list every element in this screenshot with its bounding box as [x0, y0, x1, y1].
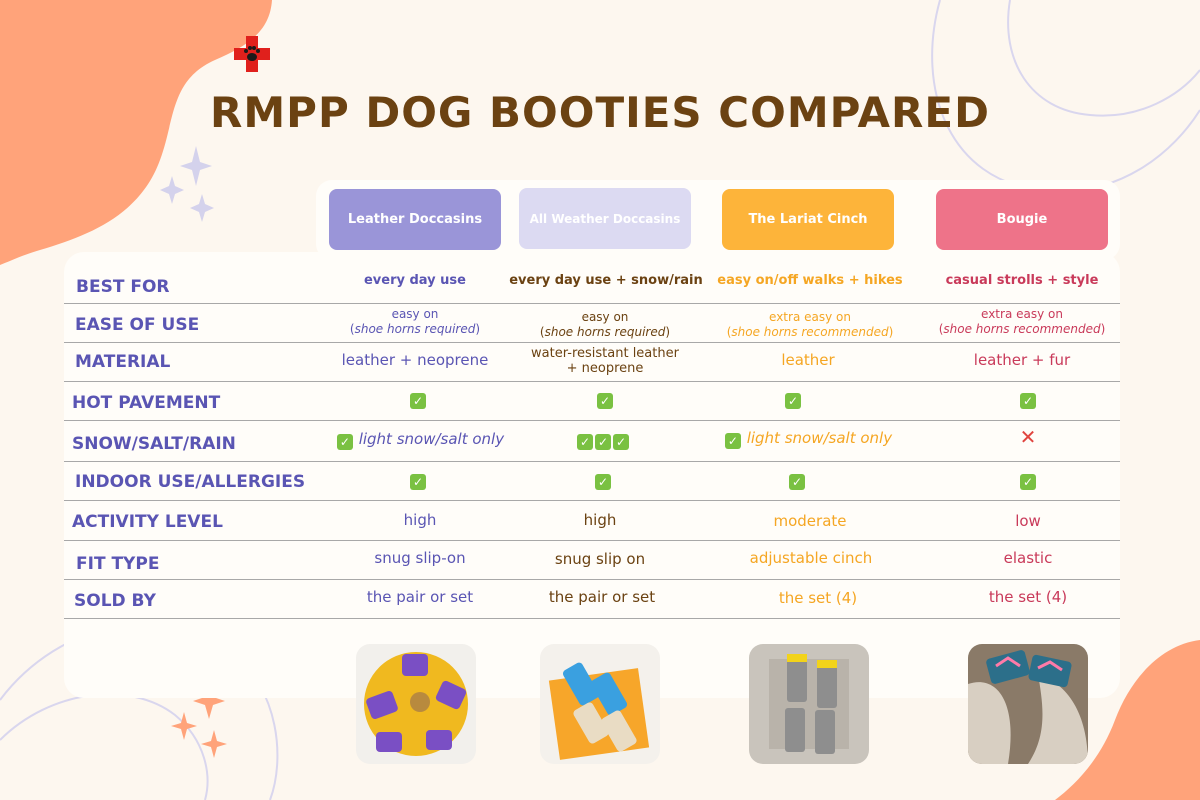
material-line-1: water-resistant leather: [531, 346, 679, 361]
sparkles-bottom-left: [171, 683, 227, 758]
snow-note: light snow/salt only: [358, 430, 505, 448]
row-divider: [64, 342, 1120, 343]
snow-col1: ✓ light snow/salt only: [320, 431, 520, 450]
check-icon: ✓: [595, 434, 611, 450]
row-divider: [64, 381, 1120, 382]
ease-main: extra easy on: [769, 310, 851, 324]
indoor-col3: ✓: [697, 471, 897, 490]
check-icon: ✓: [336, 434, 353, 450]
row-label-fit-type: FIT TYPE: [76, 554, 160, 574]
sold-by-col2: the pair or set: [548, 588, 656, 606]
sold-by-col3: the set (4): [778, 589, 858, 607]
row-label-indoor-use: INDOOR USE/ALLERGIES: [75, 472, 306, 492]
row-divider: [64, 540, 1120, 541]
sold-by-col1: the pair or set: [366, 588, 474, 606]
check-icon: ✓: [410, 474, 426, 490]
ease-of-use-col3: extra easy on (shoe horns recommended): [710, 310, 910, 340]
row-label-best-for: BEST FOR: [76, 277, 170, 297]
hot-pavement-col4: ✓: [928, 390, 1128, 409]
lariat-cinch-photo: [749, 644, 869, 764]
check-icon: ✓: [595, 474, 611, 490]
ease-note: shoe horns recommended: [943, 322, 1101, 336]
ease-main: easy on: [391, 307, 439, 321]
cross-icon: ✕: [1019, 425, 1037, 449]
activity-col1: high: [403, 511, 437, 529]
orange-blob-bottom-right: [1055, 640, 1200, 800]
fit-col3: adjustable cinch: [749, 549, 873, 567]
material-col1: leather + neoprene: [341, 351, 489, 369]
snow-col2: ✓ ✓ ✓: [503, 431, 703, 450]
ease-note: shoe horns recommended: [731, 325, 889, 339]
column-header-lariat-cinch: The Lariat Cinch: [722, 189, 894, 250]
row-label-snow-salt-rain: SNOW/SALT/RAIN: [72, 434, 236, 454]
hot-pavement-col2: ✓: [505, 390, 705, 409]
ease-main: extra easy on: [981, 307, 1063, 321]
best-for-col4: casual strolls + style: [945, 273, 1099, 288]
bougie-photo: [968, 644, 1088, 764]
fit-col4: elastic: [1003, 549, 1053, 567]
check-icon: ✓: [785, 393, 801, 409]
curve-line-top-right-2: [1007, 0, 1200, 117]
row-divider: [64, 303, 1120, 304]
check-icon: ✓: [613, 434, 629, 450]
check-icon: ✓: [410, 393, 426, 409]
snow-col3: ✓ light snow/salt only: [708, 430, 908, 449]
orange-blob-top-left: [0, 0, 272, 265]
ease-of-use-col2: easy on (shoe horns required): [505, 310, 705, 340]
row-divider: [64, 500, 1120, 501]
comparison-table-card: [64, 252, 1120, 698]
material-line-2: + neoprene: [566, 361, 644, 376]
indoor-col4: ✓: [928, 471, 1128, 490]
row-divider: [64, 420, 1120, 421]
all-weather-doccasins-photo: [540, 644, 660, 764]
row-label-activity-level: ACTIVITY LEVEL: [72, 512, 223, 532]
fit-col2: snug slip on: [554, 550, 646, 568]
red-cross-paw-icon: [234, 36, 270, 72]
check-icon: ✓: [597, 393, 613, 409]
material-col4: leather + fur: [973, 351, 1071, 369]
ease-note: shoe horns required: [544, 325, 666, 339]
best-for-col3: easy on/off walks + hikes: [717, 273, 903, 288]
snow-col4: ✕: [928, 427, 1128, 448]
sparkles-left: [160, 146, 214, 222]
ease-note: shoe horns required: [354, 322, 476, 336]
ease-of-use-col1: easy on (shoe horns required): [315, 307, 515, 337]
ease-of-use-col4: extra easy on (shoe horns recommended): [922, 307, 1122, 337]
row-divider: [64, 579, 1120, 580]
indoor-col2: ✓: [503, 471, 703, 490]
ease-main: easy on: [581, 310, 629, 324]
fit-col1: snug slip-on: [374, 549, 466, 567]
check-icon: ✓: [577, 434, 593, 450]
material-col2: water-resistant leather + neoprene: [505, 346, 705, 376]
check-icon: ✓: [1020, 393, 1036, 409]
best-for-col2: every day use + snow/rain: [509, 273, 703, 288]
row-label-ease-of-use: EASE OF USE: [75, 315, 200, 335]
column-header-bougie: Bougie: [936, 189, 1108, 250]
page-title: RMPP DOG BOOTIES COMPARED: [210, 88, 990, 137]
snow-note: light snow/salt only: [746, 429, 893, 447]
leather-doccasins-photo: [356, 644, 476, 764]
hot-pavement-col3: ✓: [693, 390, 893, 409]
curve-line-bottom-left-2: [0, 693, 209, 800]
row-label-hot-pavement: HOT PAVEMENT: [72, 393, 221, 413]
column-header-all-weather-doccasins: All Weather Doccasins: [519, 188, 691, 249]
row-divider: [64, 461, 1120, 462]
sold-by-col4: the set (4): [988, 588, 1068, 606]
column-header-leather-doccasins: Leather Doccasins: [329, 189, 501, 250]
best-for-col1: every day use: [363, 273, 466, 288]
activity-col2: high: [583, 511, 617, 529]
row-label-sold-by: SOLD BY: [74, 591, 156, 611]
check-icon: ✓: [724, 433, 741, 449]
activity-col4: low: [1015, 512, 1041, 530]
indoor-col1: ✓: [318, 471, 518, 490]
row-divider: [64, 618, 1120, 619]
check-icon: ✓: [1020, 474, 1036, 490]
material-col3: leather: [781, 351, 835, 369]
hot-pavement-col1: ✓: [318, 390, 518, 409]
activity-col3: moderate: [773, 512, 847, 530]
check-icon: ✓: [789, 474, 805, 490]
row-label-material: MATERIAL: [75, 352, 171, 372]
